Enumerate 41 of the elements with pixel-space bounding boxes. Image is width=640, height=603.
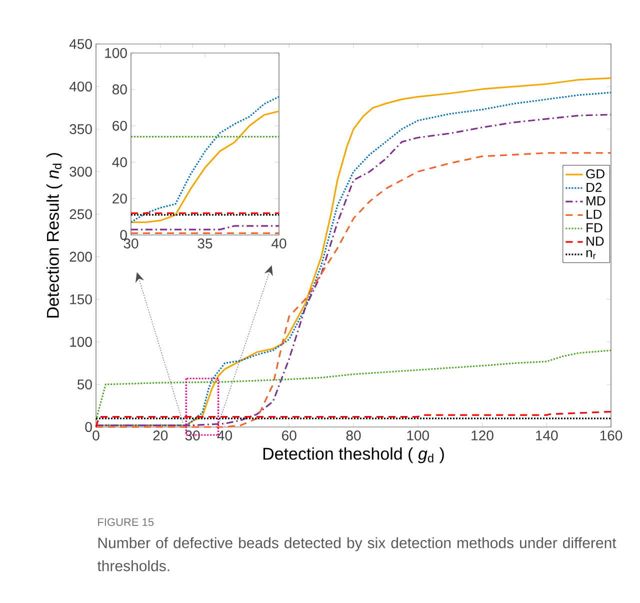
legend-label: LD [586, 210, 602, 219]
y-tick-label: 150 [70, 294, 92, 304]
legend-label: ND [586, 236, 604, 246]
y-tick-label: 100 [70, 336, 92, 347]
legend-label: n$_{r}$ [586, 250, 596, 259]
y-tick-label: 100 [105, 48, 127, 58]
x-tick-label: 40 [272, 238, 286, 248]
legend-label: GD [586, 169, 604, 178]
y-tick-label: 200 [70, 252, 92, 262]
x-tick-label: 100 [407, 430, 430, 440]
x-tick-label: 60 [282, 430, 296, 440]
x-tick-label: 35 [198, 238, 212, 248]
y-axis-title: Detection Result ( n$_{d}$ ) [46, 153, 62, 318]
x-tick-label: 160 [600, 430, 622, 440]
y-tick-label: 60 [112, 120, 127, 131]
caption: FIGURE 15 [98, 518, 154, 526]
legend-label: FD [586, 223, 602, 232]
legend-label: D2 [586, 182, 602, 192]
x-tick-label: 80 [346, 430, 361, 440]
y-tick-label: 40 [112, 157, 127, 168]
text: Number of defective beads detected by six detection methods under different thresholds. [97, 537, 616, 572]
x-tick-label: 30 [124, 238, 138, 248]
line-series [95, 350, 612, 421]
y-tick-label: 50 [77, 379, 92, 390]
y-tick-label: 80 [112, 84, 127, 94]
y-tick-label: 450 [69, 39, 92, 49]
legend-label: MD [586, 196, 606, 206]
y-tick-label: 0 [120, 230, 127, 240]
x-tick-label: 140 [536, 430, 558, 440]
x-tick-label: 0 [92, 430, 100, 440]
y-tick-label: 300 [70, 166, 92, 177]
x-tick-label: 20 [153, 430, 168, 440]
line-series [95, 410, 612, 428]
y-tick-label: 350 [70, 124, 92, 134]
y-tick-label: 0 [85, 422, 92, 432]
x-tick-label: 120 [472, 430, 494, 440]
y-tick-label: 20 [112, 194, 127, 204]
x-axis-title: Detection theshold ( g$_{d}$ ) [263, 447, 444, 464]
y-tick-label: 400 [69, 82, 92, 92]
y-tick-label: 250 [70, 209, 92, 220]
x-tick-label: 40 [217, 430, 232, 440]
